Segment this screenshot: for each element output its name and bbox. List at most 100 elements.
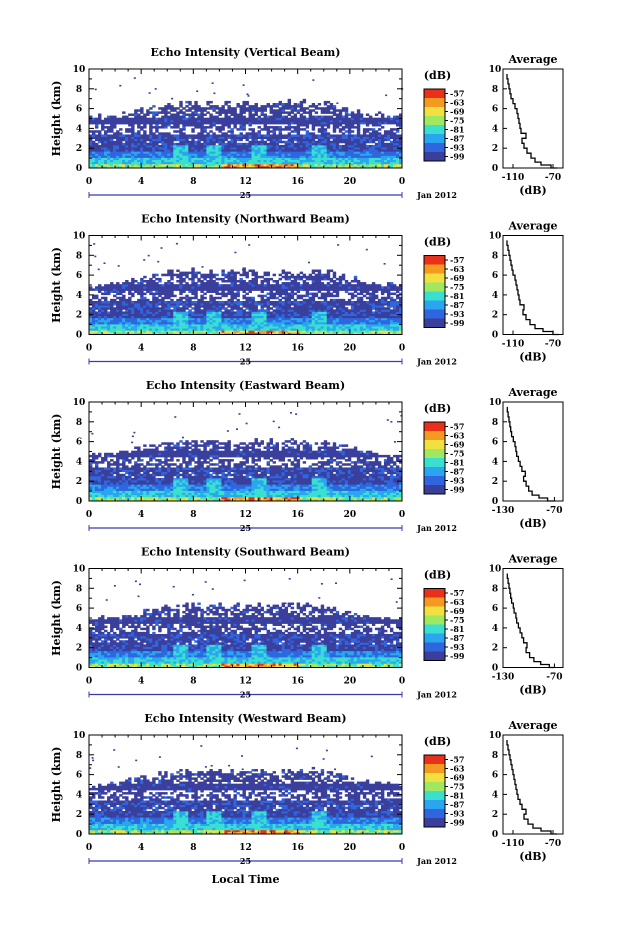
- heatmap-cell: [170, 144, 174, 148]
- heatmap-cell: [236, 115, 240, 119]
- heatmap-cell: [305, 298, 310, 302]
- heatmap-cell: [242, 155, 246, 158]
- heatmap-cell: [152, 149, 156, 152]
- heatmap-cell: [308, 153, 313, 156]
- heatmap-cell: [302, 138, 307, 142]
- heatmap-cell: [350, 292, 355, 296]
- heatmap-cell: [335, 161, 340, 165]
- heatmap-cell: [290, 140, 295, 144]
- heatmap-cell: [281, 282, 286, 285]
- heatmap-cell: [155, 130, 159, 133]
- heatmap-cell: [197, 138, 201, 142]
- heatmap-cell: [332, 117, 337, 121]
- heatmap-cell: [98, 119, 102, 123]
- heatmap-cell: [197, 126, 201, 129]
- heatmap-cell: [161, 165, 165, 169]
- heatmap-cell: [194, 282, 198, 285]
- heatmap-cell: [143, 147, 147, 150]
- heatmap-cell: [119, 159, 123, 163]
- heatmap-cell: [92, 161, 96, 165]
- heatmap-cell: [302, 151, 307, 154]
- heatmap-cell: [302, 123, 307, 127]
- heatmap-cell: [104, 151, 108, 154]
- heatmap-cell: [149, 140, 153, 144]
- heatmap-cell: [311, 157, 316, 161]
- heatmap-cell: [209, 107, 213, 110]
- heatmap-cell: [227, 115, 231, 119]
- colorbar-unit: (dB): [424, 69, 451, 82]
- heatmap-cell: [323, 117, 328, 121]
- heatmap-cell: [194, 107, 198, 110]
- heatmap-cell: [98, 149, 102, 152]
- heatmap-cell: [251, 144, 255, 148]
- heatmap-cell: [191, 136, 195, 140]
- heatmap-cell: [89, 140, 93, 144]
- heatmap-cell: [110, 134, 114, 137]
- heatmap-cell: [293, 109, 298, 112]
- heatmap-cell: [269, 121, 273, 125]
- heatmap-cell: [308, 132, 313, 135]
- heatmap-cell: [338, 144, 343, 148]
- heatmap-cell: [329, 111, 334, 114]
- heatmap-cell: [116, 163, 120, 167]
- heatmap-cell: [227, 271, 231, 275]
- heatmap-cell: [203, 282, 207, 285]
- heatmap-cell: [92, 144, 96, 148]
- heatmap-cell: [335, 282, 340, 285]
- heatmap-cell: [89, 157, 93, 161]
- heatmap-cell: [320, 165, 325, 169]
- heatmap-cell: [224, 279, 228, 283]
- heatmap-cell: [263, 159, 267, 163]
- heatmap-cell: [116, 134, 120, 137]
- heatmap-cell: [335, 151, 340, 154]
- heatmap-cell: [227, 163, 231, 167]
- heatmap-cell: [170, 107, 174, 110]
- heatmap-cell: [182, 163, 186, 167]
- heatmap-cell: [131, 126, 135, 129]
- heatmap-cell: [140, 121, 144, 125]
- heatmap-cell: [263, 153, 267, 156]
- heatmap-cell: [143, 292, 147, 296]
- heatmap-cell: [173, 153, 177, 156]
- heatmap-cell: [149, 136, 153, 140]
- heatmap-cell: [287, 292, 292, 296]
- heatmap-cell: [344, 147, 349, 150]
- heatmap-cell: [113, 153, 117, 156]
- heatmap-cell: [164, 123, 168, 127]
- heatmap-cell: [170, 269, 174, 273]
- heatmap-cell: [191, 311, 195, 314]
- heatmap-cell: [152, 121, 156, 125]
- heatmap-cell: [305, 130, 310, 133]
- heatmap-cell: [362, 294, 367, 298]
- heatmap-cell: [230, 151, 234, 154]
- heatmap-cell: [203, 121, 207, 125]
- heatmap-cell: [224, 165, 228, 169]
- y-tick-label: 0: [76, 164, 82, 174]
- heatmap-cell: [275, 128, 280, 131]
- heatmap-cell: [257, 163, 261, 167]
- heatmap-cell: [101, 147, 105, 150]
- heatmap-cell: [341, 117, 346, 121]
- heatmap-cell: [365, 113, 370, 116]
- heatmap-cell: [146, 142, 150, 146]
- heatmap-cell: [320, 126, 325, 129]
- heatmap-cell: [224, 163, 228, 167]
- heatmap-cell: [314, 105, 319, 108]
- heatmap-cell: [170, 140, 174, 144]
- heatmap-cell: [203, 155, 207, 158]
- heatmap-cell: [263, 157, 267, 161]
- heatmap-cell: [134, 134, 138, 137]
- heatmap-cell: [218, 128, 222, 131]
- heatmap-cell: [356, 292, 361, 296]
- heatmap-cell: [245, 103, 249, 106]
- heatmap-cell: [329, 157, 334, 161]
- heatmap-cell: [296, 123, 301, 127]
- heatmap-cell: [170, 105, 174, 108]
- heatmap-cell: [317, 155, 322, 158]
- heatmap-cell: [161, 161, 165, 165]
- heatmap-cell: [131, 300, 135, 304]
- heatmap-cell: [161, 138, 165, 142]
- heatmap-cell: [218, 151, 222, 154]
- heatmap-cell: [122, 115, 126, 119]
- heatmap-cell: [206, 103, 210, 106]
